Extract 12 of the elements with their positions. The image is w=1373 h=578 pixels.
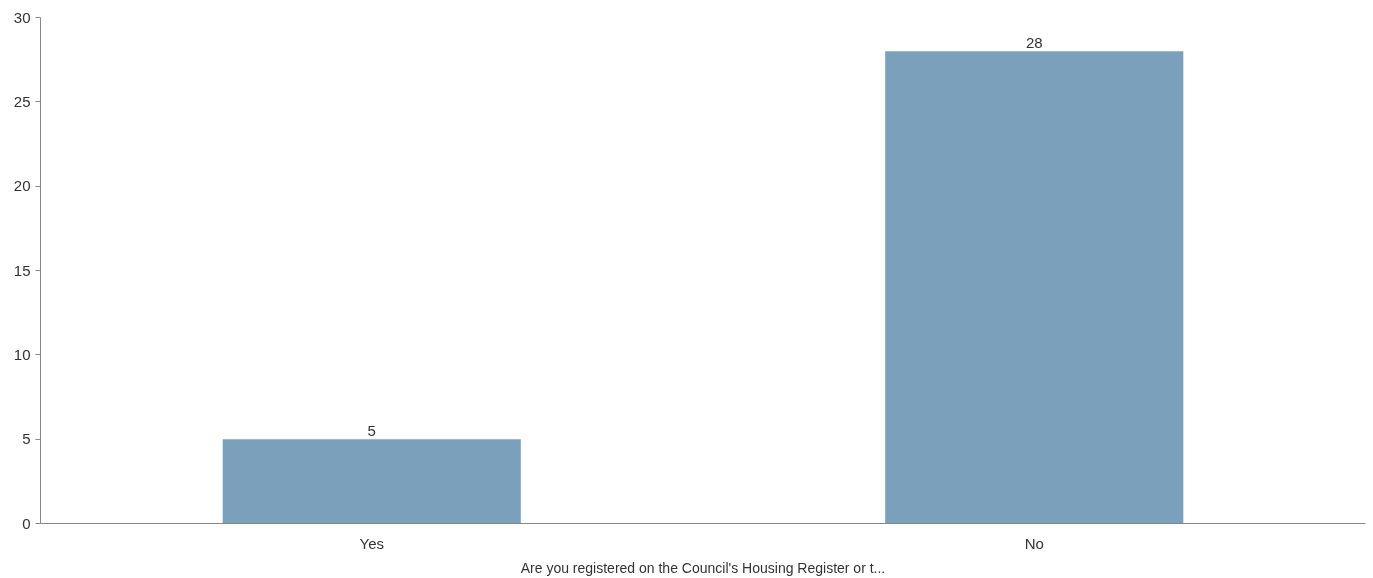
data-label: 5 — [367, 422, 376, 440]
y-tick-label: 5 — [22, 430, 31, 448]
x-axis-title: Are you registered on the Council's Housing Register or t... — [520, 559, 886, 576]
y-tick-label: 25 — [13, 92, 31, 110]
y-tick-label: 15 — [13, 261, 31, 279]
y-tick-label: 30 — [13, 8, 31, 26]
x-tick-label: Yes — [359, 534, 384, 552]
y-tick-label: 10 — [13, 345, 31, 363]
data-label: 28 — [1025, 34, 1043, 52]
y-tick-label: 0 — [22, 514, 31, 532]
y-tick-label: 20 — [13, 177, 31, 195]
x-tick-label: No — [1024, 534, 1044, 552]
